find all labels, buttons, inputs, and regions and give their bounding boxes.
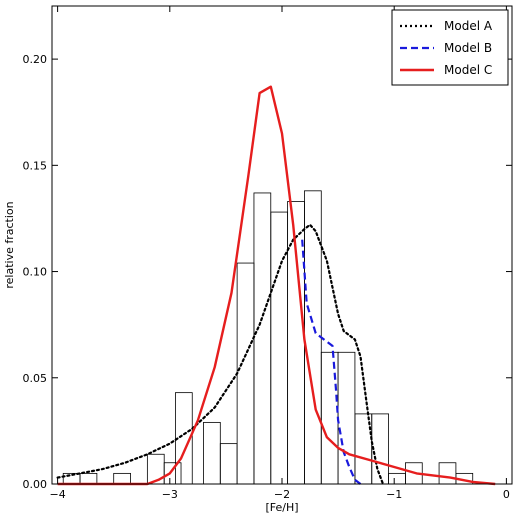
y-tick-label: 0.15 xyxy=(23,159,48,172)
legend: Model A Model B Model C xyxy=(391,9,509,86)
histogram-bar xyxy=(79,472,98,485)
x-tick-label: −2 xyxy=(274,488,290,501)
y-tick-label: 0.20 xyxy=(23,53,48,66)
y-tick-label: 0.05 xyxy=(23,372,48,385)
histogram-bar xyxy=(320,351,339,485)
series-line-model-b xyxy=(301,239,362,485)
histogram-bar xyxy=(236,262,255,485)
model-lines xyxy=(56,85,496,486)
series-line-model-c xyxy=(57,85,496,486)
x-tick-label: −1 xyxy=(386,488,402,501)
histogram-bar xyxy=(253,192,272,485)
histogram-bar xyxy=(146,453,165,485)
histogram-bar xyxy=(304,190,322,485)
histogram-bar xyxy=(219,443,238,485)
y-axis-label: relative fraction xyxy=(3,201,16,288)
x-tick-label: −4 xyxy=(50,488,66,501)
legend-label: Model A xyxy=(444,19,493,33)
histogram-bar xyxy=(388,472,406,485)
y-tick-label: 0.10 xyxy=(23,266,48,279)
axis-ticks: −4 −3 −2 −1 0 0.00 0.05 0.10 0.15 0.20 xyxy=(23,6,512,501)
histogram-bar xyxy=(438,462,457,485)
legend-label: Model C xyxy=(444,63,492,77)
x-tick-label: −3 xyxy=(162,488,178,501)
histogram-bars xyxy=(62,190,474,485)
histogram-bar xyxy=(113,472,131,485)
histogram-bar xyxy=(163,462,182,485)
histogram-bar xyxy=(337,351,356,485)
histogram-bar xyxy=(203,421,221,485)
legend-label: Model B xyxy=(444,41,492,55)
y-tick-label: 0.00 xyxy=(23,478,48,491)
x-axis-label: [Fe/H] xyxy=(265,501,298,514)
series-line-model-a xyxy=(56,223,385,486)
x-tick-label: 0 xyxy=(503,488,510,501)
